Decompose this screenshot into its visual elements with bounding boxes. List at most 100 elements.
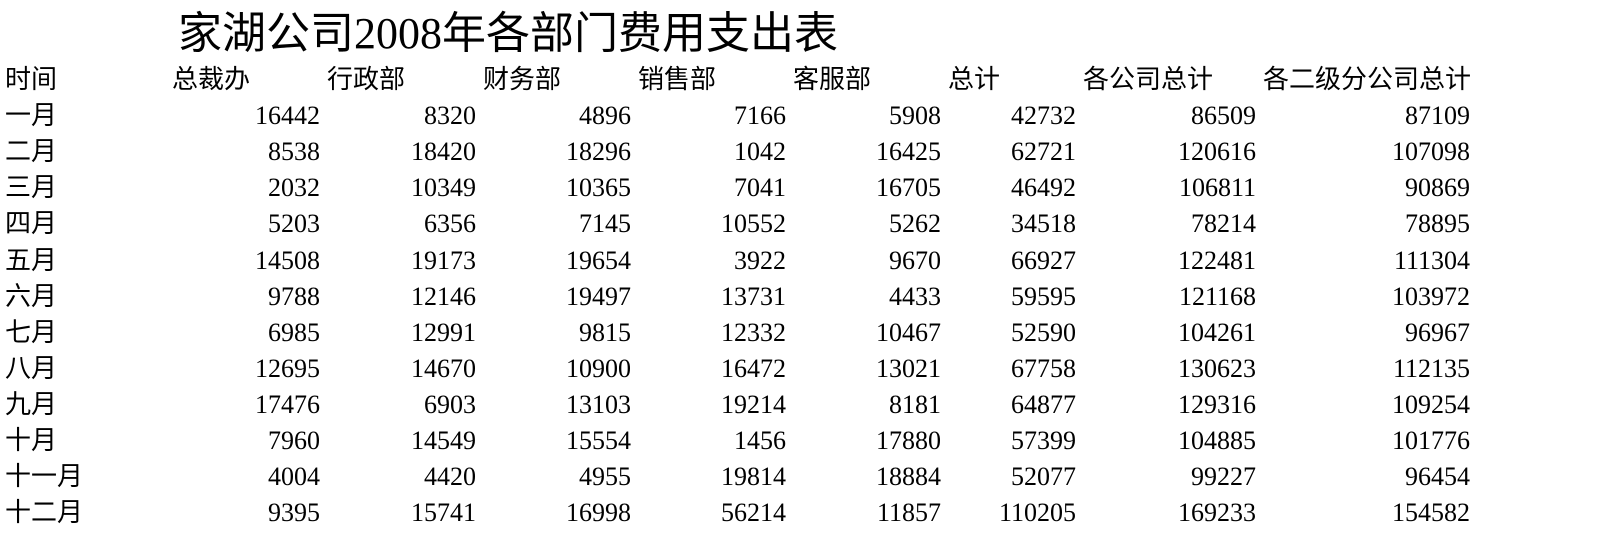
month-cell[interactable]: 四月 <box>5 209 58 239</box>
value-cell[interactable]: 14508 <box>255 245 320 275</box>
value-cell[interactable]: 9788 <box>268 281 320 311</box>
value-cell[interactable]: 10349 <box>411 173 476 203</box>
value-cell[interactable]: 14670 <box>411 353 476 383</box>
value-cell[interactable]: 9815 <box>579 317 631 347</box>
value-cell[interactable]: 59595 <box>1011 281 1076 311</box>
value-cell[interactable]: 96454 <box>1405 462 1471 492</box>
value-cell[interactable]: 104885 <box>1178 425 1256 455</box>
value-cell[interactable]: 8538 <box>268 137 320 167</box>
value-cell[interactable]: 18420 <box>411 137 476 167</box>
value-cell[interactable]: 10552 <box>721 209 786 239</box>
value-cell[interactable]: 14549 <box>411 425 476 455</box>
column-header[interactable]: 总裁办 <box>172 65 251 95</box>
value-cell[interactable]: 56214 <box>721 498 786 528</box>
value-cell[interactable]: 2032 <box>268 173 320 203</box>
value-cell[interactable]: 66927 <box>1011 245 1076 275</box>
value-cell[interactable]: 107098 <box>1392 137 1471 167</box>
value-cell[interactable]: 6356 <box>424 209 476 239</box>
value-cell[interactable]: 5262 <box>889 209 941 239</box>
month-cell[interactable]: 八月 <box>5 353 58 383</box>
month-cell[interactable]: 九月 <box>5 389 58 419</box>
value-cell[interactable]: 64877 <box>1011 389 1076 419</box>
value-cell[interactable]: 90869 <box>1405 173 1471 203</box>
value-cell[interactable]: 112135 <box>1392 353 1471 383</box>
value-cell[interactable]: 5203 <box>268 209 320 239</box>
value-cell[interactable]: 4896 <box>579 101 631 131</box>
value-cell[interactable]: 12991 <box>411 317 476 347</box>
value-cell[interactable]: 19173 <box>411 245 476 275</box>
value-cell[interactable]: 15554 <box>566 425 631 455</box>
value-cell[interactable]: 19654 <box>566 245 631 275</box>
value-cell[interactable]: 10365 <box>566 173 631 203</box>
value-cell[interactable]: 19497 <box>566 281 631 311</box>
value-cell[interactable]: 6985 <box>268 317 320 347</box>
month-cell[interactable]: 十月 <box>5 425 58 455</box>
value-cell[interactable]: 4420 <box>424 462 476 492</box>
value-cell[interactable]: 18296 <box>566 137 631 167</box>
value-cell[interactable]: 99227 <box>1191 462 1256 492</box>
value-cell[interactable]: 46492 <box>1011 173 1076 203</box>
value-cell[interactable]: 106811 <box>1178 173 1256 203</box>
value-cell[interactable]: 19214 <box>721 389 786 419</box>
value-cell[interactable]: 101776 <box>1392 425 1471 455</box>
value-cell[interactable]: 4433 <box>889 281 941 311</box>
value-cell[interactable]: 19814 <box>721 462 786 492</box>
value-cell[interactable]: 104261 <box>1178 317 1256 347</box>
value-cell[interactable]: 16472 <box>721 353 786 383</box>
value-cell[interactable]: 4004 <box>268 462 320 492</box>
value-cell[interactable]: 130623 <box>1178 353 1256 383</box>
value-cell[interactable]: 111304 <box>1393 245 1471 275</box>
value-cell[interactable]: 52590 <box>1011 317 1076 347</box>
value-cell[interactable]: 10467 <box>876 317 941 347</box>
value-cell[interactable]: 8181 <box>889 389 941 419</box>
value-cell[interactable]: 110205 <box>998 498 1076 528</box>
value-cell[interactable]: 120616 <box>1178 137 1256 167</box>
value-cell[interactable]: 7960 <box>268 425 320 455</box>
value-cell[interactable]: 16425 <box>876 137 941 167</box>
column-header[interactable]: 行政部 <box>327 65 406 95</box>
month-cell[interactable]: 七月 <box>5 317 58 347</box>
value-cell[interactable]: 103972 <box>1392 281 1471 311</box>
column-header[interactable]: 销售部 <box>638 65 717 95</box>
value-cell[interactable]: 9395 <box>268 498 320 528</box>
value-cell[interactable]: 7145 <box>579 209 631 239</box>
month-cell[interactable]: 六月 <box>5 281 58 311</box>
value-cell[interactable]: 96967 <box>1405 317 1471 347</box>
value-cell[interactable]: 122481 <box>1178 245 1256 275</box>
value-cell[interactable]: 3922 <box>734 245 786 275</box>
month-cell[interactable]: 一月 <box>5 101 58 131</box>
month-cell[interactable]: 二月 <box>5 137 58 167</box>
column-header[interactable]: 客服部 <box>793 65 872 95</box>
value-cell[interactable]: 129316 <box>1178 389 1256 419</box>
value-cell[interactable]: 10900 <box>566 353 631 383</box>
month-cell[interactable]: 五月 <box>5 245 58 275</box>
value-cell[interactable]: 1042 <box>734 137 786 167</box>
column-header[interactable]: 各二级分公司总计 <box>1263 65 1472 95</box>
value-cell[interactable]: 12146 <box>411 281 476 311</box>
value-cell[interactable]: 18884 <box>876 462 941 492</box>
value-cell[interactable]: 12695 <box>255 353 320 383</box>
month-cell[interactable]: 十二月 <box>5 498 84 528</box>
value-cell[interactable]: 16705 <box>876 173 941 203</box>
value-cell[interactable]: 52077 <box>1011 462 1076 492</box>
value-cell[interactable]: 13021 <box>876 353 941 383</box>
value-cell[interactable]: 12332 <box>721 317 786 347</box>
value-cell[interactable]: 78895 <box>1405 209 1471 239</box>
column-header[interactable]: 各公司总计 <box>1083 65 1214 95</box>
value-cell[interactable]: 87109 <box>1405 101 1471 131</box>
value-cell[interactable]: 154582 <box>1392 498 1471 528</box>
value-cell[interactable]: 5908 <box>889 101 941 131</box>
value-cell[interactable]: 11857 <box>876 498 941 528</box>
value-cell[interactable]: 169233 <box>1178 498 1256 528</box>
value-cell[interactable]: 4955 <box>579 462 631 492</box>
value-cell[interactable]: 62721 <box>1011 137 1076 167</box>
value-cell[interactable]: 17880 <box>876 425 941 455</box>
value-cell[interactable]: 34518 <box>1011 209 1076 239</box>
value-cell[interactable]: 16442 <box>255 101 320 131</box>
column-header[interactable]: 财务部 <box>483 65 562 95</box>
month-cell[interactable]: 三月 <box>5 173 58 203</box>
value-cell[interactable]: 86509 <box>1191 101 1256 131</box>
column-header[interactable]: 时间 <box>5 65 58 95</box>
value-cell[interactable]: 16998 <box>566 498 631 528</box>
value-cell[interactable]: 8320 <box>424 101 476 131</box>
